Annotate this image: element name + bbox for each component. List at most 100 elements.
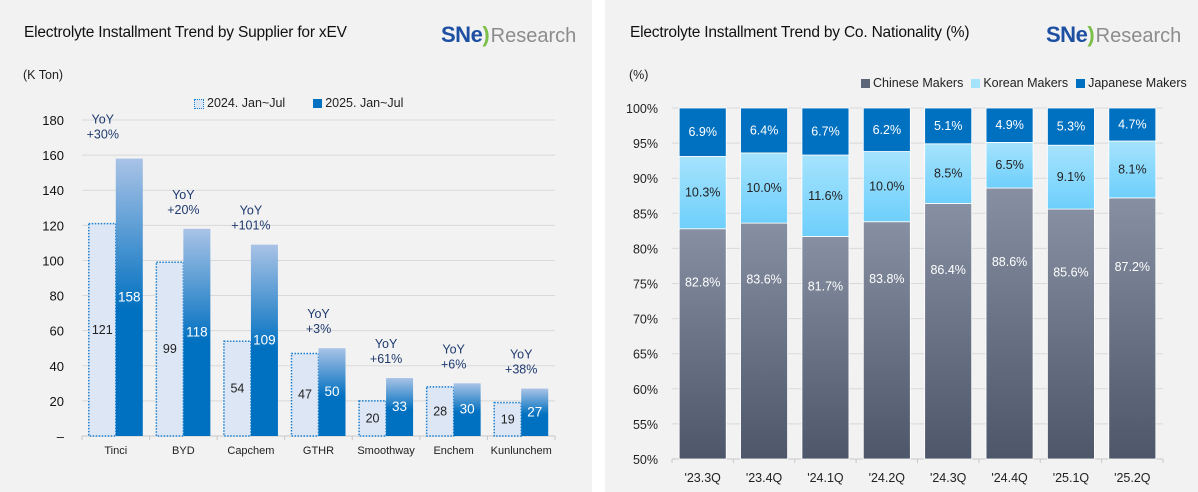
bar-segment-chinese-makers [985, 187, 1034, 460]
segment-value-label: 6.7% [811, 125, 840, 139]
segment-value-label: 4.9% [995, 118, 1024, 132]
yoy-label: YoY [307, 307, 330, 321]
segment-value-label: 10.3% [685, 186, 720, 200]
value-label-2025: 118 [186, 324, 208, 339]
bar-2024 [223, 340, 252, 437]
left-chart-svg: –20406080100120140160180121158YoY+30%Tin… [42, 113, 556, 457]
left-chart-panel: Electrolyte Installment Trend by Supplie… [0, 0, 592, 492]
segment-value-label: 87.2% [1115, 260, 1150, 274]
bar-segment-korean-makers [985, 141, 1034, 189]
legend-item-2025: 2025. Jan~Jul [313, 96, 403, 110]
bar-segment-chinese-makers [678, 228, 727, 460]
x-tick-label: BYD [172, 445, 195, 457]
x-tick-label: '24.4Q [991, 471, 1028, 485]
segment-value-label: 85.6% [1053, 266, 1088, 280]
segment-value-label: 6.4% [750, 123, 779, 137]
bar-segment-korean-makers [924, 143, 973, 204]
bar-segment-korean-makers [678, 156, 727, 230]
legend-swatch-korean [971, 79, 981, 89]
value-label-2025: 158 [118, 289, 141, 304]
right-chart-svg: 50% 55% 60% 65% 70% 75% 80% 85% 90% 95% 100% 82.8% 1… [626, 102, 1164, 485]
segment-value-label: 6.9% [688, 125, 717, 139]
segment-value-label: 82.8% [685, 275, 720, 289]
segment-value-label: 5.1% [934, 119, 963, 133]
x-tick-label: '25.1Q [1053, 471, 1090, 485]
value-label-2024: 54 [230, 382, 244, 396]
right-unit-label: (%) [629, 68, 649, 82]
segment-value-label: 4.7% [1118, 117, 1147, 131]
legend-swatch-japanese [1076, 79, 1086, 89]
bar-segment-chinese-makers [1047, 208, 1095, 460]
legend-swatch-2025 [313, 99, 323, 109]
legend-swatch-chinese [861, 79, 870, 89]
bar-segment-chinese-makers [924, 203, 973, 460]
y-tick-label: 100 [42, 253, 64, 268]
segment-value-label: 11.6% [808, 189, 843, 203]
value-label-2024: 99 [163, 342, 177, 356]
x-tick-label: Tinci [104, 445, 127, 457]
segment-value-label: 9.1% [1057, 170, 1086, 184]
yoy-value: +30% [87, 128, 119, 142]
bar-2025 [453, 383, 481, 436]
value-label-2024: 20 [366, 411, 380, 425]
bar-segment-korean-makers [862, 151, 911, 223]
segment-value-label: 83.8% [869, 272, 904, 286]
bar-2024 [88, 222, 117, 437]
y-tick-label: 100% [626, 102, 658, 116]
bar-segment-japanese-makers [740, 107, 788, 154]
bar-segment-chinese-makers [740, 222, 788, 460]
right-legend: Chinese Makers Korean Makers Japanese Ma… [861, 76, 1187, 90]
segment-value-label: 83.6% [746, 273, 781, 287]
yoy-value: +61% [370, 352, 402, 366]
legend-item-japanese: Japanese Makers [1076, 76, 1187, 90]
y-tick-label: 85% [633, 207, 658, 221]
yoy-label: YoY [375, 337, 398, 351]
value-label-2024: 28 [433, 404, 447, 418]
y-tick-label: 80% [633, 242, 658, 256]
yoy-label: YoY [240, 204, 263, 218]
bar-2025 [115, 158, 143, 436]
segment-value-label: 6.2% [873, 123, 902, 137]
bar-segment-korean-makers [801, 154, 850, 237]
bar-segment-chinese-makers [801, 236, 850, 460]
x-tick-label: Smoothway [357, 445, 415, 457]
bar-segment-japanese-makers [1047, 107, 1095, 146]
bar-2024 [358, 400, 387, 437]
x-tick-label: '25.2Q [1114, 471, 1151, 485]
y-tick-label: 60 [50, 324, 64, 339]
bar-2025 [521, 388, 549, 436]
bar-segment-japanese-makers [801, 107, 850, 156]
legend-swatch-2024 [194, 98, 204, 109]
segment-value-label: 10.0% [746, 181, 781, 195]
left-legend: 2024. Jan~Jul 2025. Jan~Jul [194, 96, 403, 110]
x-tick-label: Enchem [433, 445, 473, 457]
legend-item-korean: Korean Makers [971, 76, 1068, 90]
segment-value-label: 86.4% [930, 263, 965, 277]
segment-value-label: 10.0% [869, 180, 904, 194]
value-label-2025: 50 [324, 384, 339, 399]
segment-value-label: 8.1% [1118, 162, 1147, 176]
y-tick-label: – [57, 429, 65, 444]
y-tick-label: 95% [633, 137, 658, 151]
y-tick-label: 90% [633, 172, 658, 186]
bar-segment-japanese-makers [1108, 107, 1157, 142]
x-tick-label: Kunlunchem [491, 445, 552, 457]
bar-2025 [250, 244, 278, 436]
y-tick-label: 50% [633, 453, 658, 467]
yoy-label: YoY [172, 188, 195, 202]
bar-segment-chinese-makers [862, 221, 911, 460]
y-tick-label: 60% [633, 383, 658, 397]
bar-segment-korean-makers [1108, 140, 1157, 199]
yoy-value: +38% [505, 363, 537, 377]
legend-item-chinese: Chinese Makers [861, 76, 963, 90]
y-tick-label: 120 [42, 218, 64, 233]
bar-segment-chinese-makers [1108, 197, 1157, 460]
x-tick-label: '24.2Q [869, 471, 906, 485]
x-tick-label: '24.1Q [807, 471, 844, 485]
yoy-value: +6% [441, 357, 466, 371]
x-tick-label: '23.3Q [684, 471, 721, 485]
segment-value-label: 8.5% [934, 167, 963, 181]
value-label-2025: 27 [527, 404, 542, 419]
bar-2025 [318, 348, 346, 436]
bar-2024 [493, 401, 522, 437]
